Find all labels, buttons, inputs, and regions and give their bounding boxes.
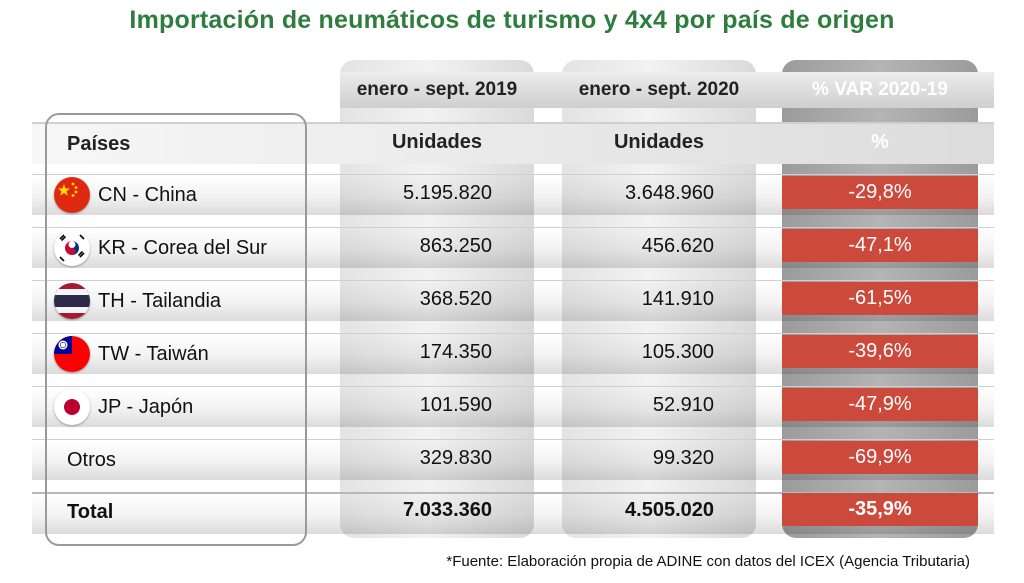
- var-cell: -61,5%: [782, 282, 978, 315]
- value-2019: 329.830: [419, 447, 492, 469]
- value-2019: 5.195.820: [403, 182, 492, 204]
- source-footnote: *Fuente: Elaboración propia de ADINE con…: [446, 553, 970, 570]
- period-2019-header: enero - sept. 2019: [356, 79, 518, 100]
- total-2019: 7.033.360: [403, 499, 492, 521]
- countries-header: Países: [67, 133, 131, 155]
- units-2020-header: Unidades: [613, 131, 705, 153]
- value-2020: 456.620: [641, 235, 714, 257]
- value-2019: 101.590: [419, 394, 492, 416]
- value-2019: 368.520: [419, 288, 492, 310]
- units-2019-header: Unidades: [391, 131, 483, 153]
- total-label: Total: [67, 501, 114, 523]
- countries-frame: [45, 113, 307, 546]
- tw-flag-icon: [54, 336, 90, 372]
- th-flag-icon: [54, 283, 90, 319]
- cn-flag-icon: [54, 177, 90, 213]
- country-label: CN - China: [98, 184, 197, 206]
- value-2019: 863.250: [419, 235, 492, 257]
- var-cell: -29,8%: [782, 176, 978, 209]
- value-2020: 52.910: [652, 394, 714, 416]
- country-label: TW - Taiwán: [98, 343, 209, 365]
- period-2020-header: enero - sept. 2020: [578, 79, 740, 100]
- var-cell: -39,6%: [782, 335, 978, 368]
- country-label: TH - Tailandia: [98, 290, 222, 312]
- country-label: KR - Corea del Sur: [98, 237, 267, 259]
- value-2020: 3.648.960: [625, 182, 714, 204]
- total-var-cell: -35,9%: [782, 493, 978, 526]
- kr-flag-icon: [54, 230, 90, 266]
- total-2020: 4.505.020: [625, 499, 714, 521]
- var-cell: -47,9%: [782, 388, 978, 421]
- pct-header: %: [871, 131, 889, 153]
- table-title: Importación de neumáticos de turismo y 4…: [129, 6, 895, 34]
- var-cell: -69,9%: [782, 441, 978, 474]
- value-2020: 141.910: [641, 288, 714, 310]
- var-header: % VAR 2020-19: [812, 79, 948, 100]
- jp-flag-icon: [54, 389, 90, 425]
- country-label: JP - Japón: [98, 396, 194, 418]
- value-2019: 174.350: [419, 341, 492, 363]
- var-cell: -47,1%: [782, 229, 978, 262]
- value-2020: 99.320: [652, 447, 714, 469]
- header-band: [32, 122, 994, 164]
- country-label: Otros: [67, 449, 116, 471]
- value-2020: 105.300: [641, 341, 714, 363]
- top-header-band: [340, 72, 994, 108]
